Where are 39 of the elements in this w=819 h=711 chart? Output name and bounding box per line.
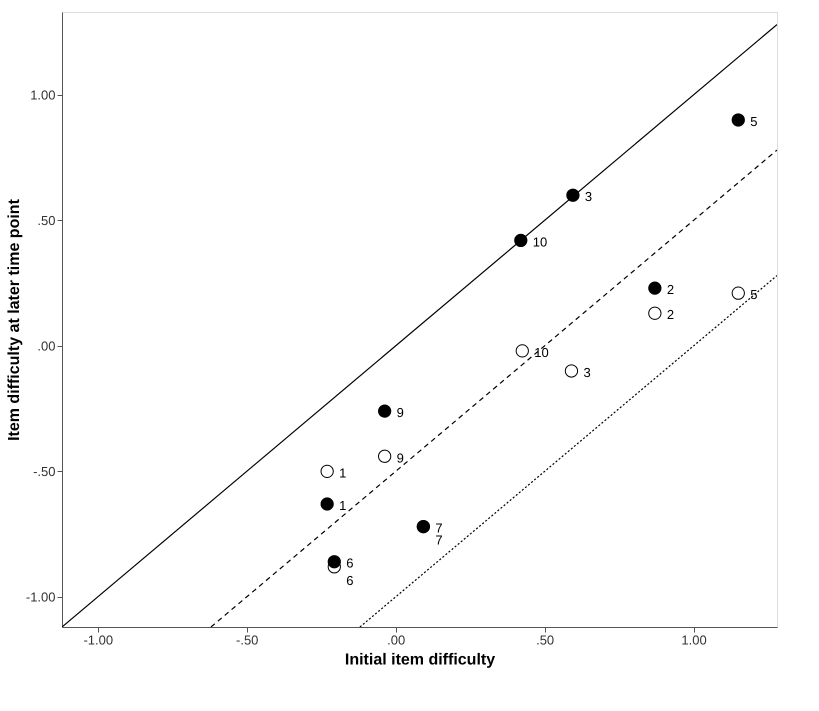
point	[648, 306, 662, 320]
annotation: 2	[666, 282, 674, 298]
x-tick-label: .00	[387, 632, 406, 648]
annotation: 1	[339, 465, 346, 480]
point	[328, 555, 341, 568]
point	[514, 234, 528, 248]
x-tick-label: 1.00	[681, 632, 707, 648]
y-tick-label: -1.00	[26, 589, 56, 604]
y-tick-label: -.50	[33, 464, 56, 479]
annotation: 3	[584, 189, 592, 204]
annotation: 10	[532, 234, 548, 250]
point	[566, 188, 580, 202]
annotation: 5	[750, 114, 758, 129]
point	[648, 282, 662, 295]
point	[564, 364, 578, 378]
y-tick-label: 1.00	[30, 87, 56, 102]
point	[378, 404, 392, 418]
x-tick-label: -1.00	[83, 632, 114, 648]
y-tick-label: .00	[37, 338, 56, 354]
x-tick-label: .50	[536, 632, 554, 648]
annotation: 9	[396, 450, 404, 466]
annotation: 6	[346, 556, 354, 571]
y-tick-label: .50	[37, 212, 56, 228]
annotation: 3	[583, 364, 591, 380]
x-tick-label: -.50	[236, 632, 258, 648]
annotation: 10	[534, 344, 549, 360]
y-axis-title: Item difficulty at later time point	[6, 198, 23, 441]
annotation: 1	[339, 498, 346, 513]
annotation: 9	[396, 405, 404, 420]
point	[378, 450, 392, 463]
point	[320, 464, 334, 478]
annotation: 2	[666, 307, 674, 322]
point	[732, 113, 745, 127]
point	[732, 286, 745, 300]
point	[516, 344, 529, 358]
point	[320, 497, 334, 511]
annotation: 5	[750, 287, 758, 302]
annotation: 6	[346, 572, 354, 588]
x-axis-title: Initial item difficulty	[344, 652, 496, 668]
